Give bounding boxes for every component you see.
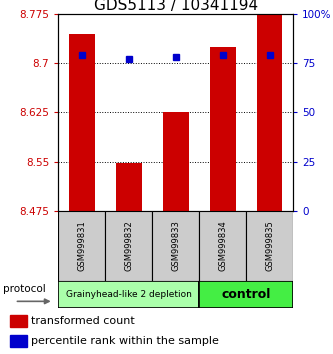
Title: GDS5113 / 10341194: GDS5113 / 10341194 [94,0,258,13]
Bar [10,315,27,327]
Bar [246,211,293,281]
Text: GSM999831: GSM999831 [77,221,86,272]
Text: transformed count: transformed count [31,316,135,326]
Text: control: control [221,288,271,301]
Text: GSM999835: GSM999835 [265,221,274,272]
Bar [152,211,199,281]
Bar [116,163,142,211]
Bar [105,211,152,281]
Bar [58,281,199,308]
Text: GSM999833: GSM999833 [171,221,180,272]
Bar [10,335,27,347]
Bar [199,211,246,281]
Text: Grainyhead-like 2 depletion: Grainyhead-like 2 depletion [66,290,192,299]
Bar [257,14,282,211]
Text: GSM999834: GSM999834 [218,221,227,272]
Bar [163,113,188,211]
Bar [58,211,105,281]
Bar [199,281,293,308]
Bar [210,47,235,211]
Text: percentile rank within the sample: percentile rank within the sample [31,336,218,346]
Bar [69,34,95,211]
Text: protocol: protocol [3,284,46,294]
Text: GSM999832: GSM999832 [124,221,133,272]
